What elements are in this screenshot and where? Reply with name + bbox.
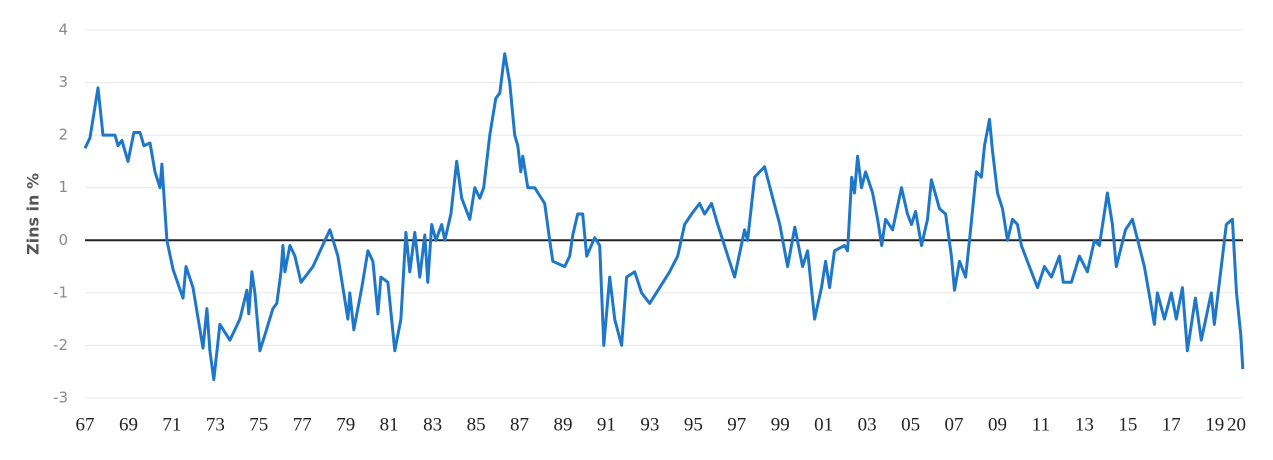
x-tick-label: 13 bbox=[1075, 414, 1094, 435]
y-tick-label: 2 bbox=[58, 126, 68, 144]
x-tick-label: 93 bbox=[640, 414, 659, 435]
y-tick-label: -2 bbox=[53, 336, 68, 354]
y-tick-label: 4 bbox=[58, 21, 68, 39]
x-tick-label: 67 bbox=[76, 414, 95, 435]
x-tick-label: 99 bbox=[771, 414, 790, 435]
y-tick-label: -3 bbox=[53, 389, 68, 407]
x-tick-label: 19 bbox=[1205, 414, 1224, 435]
x-tick-label: 87 bbox=[510, 414, 529, 435]
x-tick-label: 95 bbox=[684, 414, 703, 435]
data-line bbox=[83, 52, 1245, 382]
x-tick-label: 01 bbox=[814, 414, 833, 435]
x-tick-label: 75 bbox=[249, 414, 268, 435]
x-tick-label: 77 bbox=[293, 414, 312, 435]
y-tick-label: 0 bbox=[58, 231, 68, 249]
x-tick-label: 15 bbox=[1118, 414, 1137, 435]
y-tick-label: 1 bbox=[58, 178, 68, 196]
x-tick-label: 89 bbox=[553, 414, 572, 435]
x-tick-label: 17 bbox=[1162, 414, 1181, 435]
x-tick-label: 97 bbox=[727, 414, 746, 435]
x-tick-label: 73 bbox=[206, 414, 225, 435]
y-axis-label: Zins in % bbox=[24, 173, 43, 255]
x-tick-label: 20 bbox=[1227, 414, 1246, 435]
x-tick-label: 81 bbox=[380, 414, 399, 435]
x-tick-label: 91 bbox=[597, 414, 616, 435]
x-tick-label: 85 bbox=[467, 414, 486, 435]
x-tick-label: 69 bbox=[119, 414, 138, 435]
x-tick-label: 79 bbox=[336, 414, 355, 435]
y-tick-label: -1 bbox=[53, 283, 68, 301]
y-tick-label: 3 bbox=[58, 73, 68, 91]
x-tick-label: 83 bbox=[423, 414, 442, 435]
x-tick-label: 71 bbox=[162, 414, 181, 435]
x-tick-label: 07 bbox=[945, 414, 964, 435]
x-tick-label: 03 bbox=[858, 414, 877, 435]
x-tick-label: 09 bbox=[988, 414, 1007, 435]
x-tick-label: 05 bbox=[901, 414, 920, 435]
x-tick-label: 11 bbox=[1032, 414, 1050, 435]
